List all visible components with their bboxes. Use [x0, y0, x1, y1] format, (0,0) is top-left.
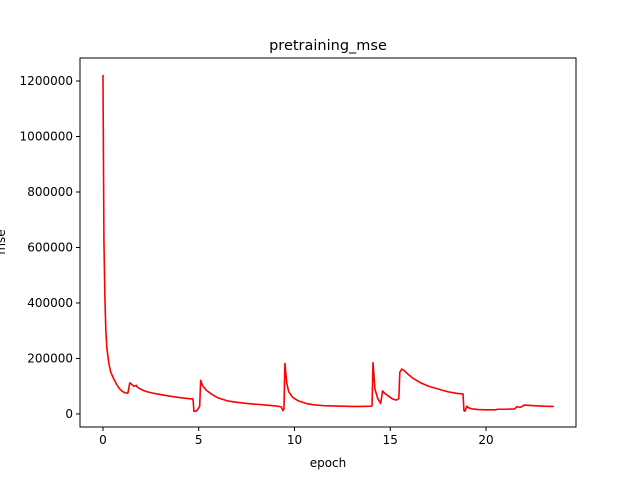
x-tick-label: 0 — [99, 433, 107, 447]
y-tick-label: 600000 — [27, 240, 73, 254]
x-axis-ticks: 0 5 10 15 20 — [99, 427, 494, 447]
y-tick-label: 1000000 — [20, 130, 73, 144]
data-layer — [102, 74, 554, 413]
y-tick-label: 0 — [65, 407, 73, 421]
plot-frame — [79, 57, 577, 428]
x-axis-label: epoch — [310, 456, 347, 470]
y-tick-label: 800000 — [27, 185, 73, 199]
x-tick-label: 20 — [478, 433, 493, 447]
x-tick-label: 15 — [383, 433, 398, 447]
y-tick-label: 200000 — [27, 351, 73, 365]
chart-title: pretraining_mse — [269, 38, 387, 54]
x-tick-label: 5 — [195, 433, 203, 447]
series-line-1 — [102, 74, 554, 413]
y-axis-ticks: 0 200000 400000 600000 800000 1000000 1200000 — [20, 74, 80, 421]
y-tick-label: 400000 — [27, 296, 73, 310]
y-axis-label: mse — [0, 229, 8, 254]
x-tick-label: 10 — [287, 433, 302, 447]
y-tick-label: 1200000 — [20, 74, 73, 88]
